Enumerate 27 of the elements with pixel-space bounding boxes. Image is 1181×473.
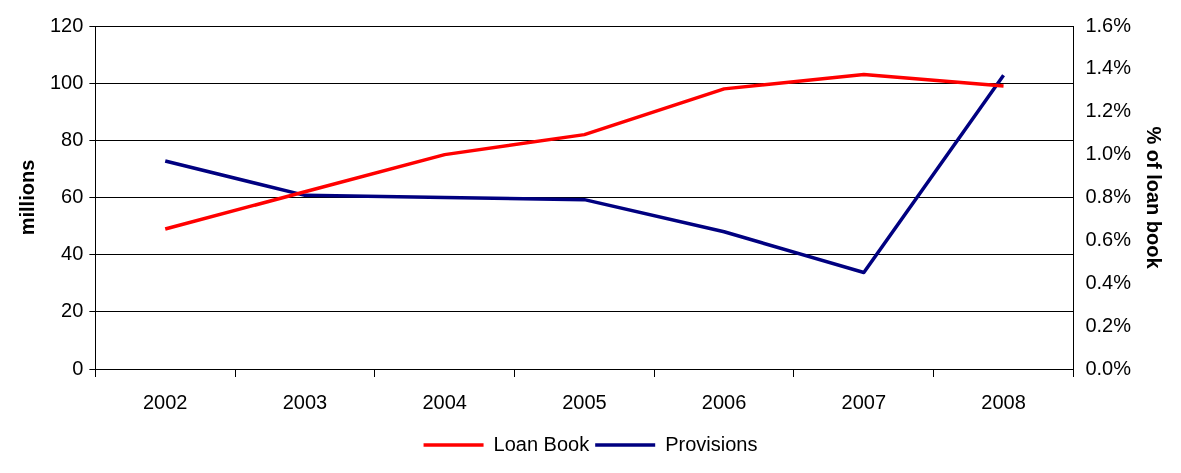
y-tick-label: 120 xyxy=(49,13,84,36)
x-tick-label: 2003 xyxy=(282,390,328,413)
y2-tick-label: 0.0% xyxy=(1085,356,1132,379)
y2-tick-label: 0.2% xyxy=(1085,313,1132,336)
x-tick-label: 2005 xyxy=(562,390,607,413)
y2-tick-label: 0.8% xyxy=(1085,185,1132,208)
y-tick-label: 80 xyxy=(61,127,84,150)
y-tick-label: 20 xyxy=(61,299,84,322)
y-tick-label: 100 xyxy=(49,70,84,93)
y2-axis-title: % of loan book xyxy=(1143,126,1166,270)
x-tick-label: 2007 xyxy=(841,390,887,413)
x-tick-label: 2006 xyxy=(701,390,747,413)
x-tick-label: 2008 xyxy=(981,390,1026,413)
y2-tick-label: 1.4% xyxy=(1085,56,1132,79)
y2-tick-label: 1.6% xyxy=(1085,13,1132,36)
legend-label: Provisions xyxy=(665,432,758,455)
y2-tick-label: 0.4% xyxy=(1085,270,1132,293)
y2-tick-label: 1.2% xyxy=(1085,99,1132,122)
y-tick-label: 40 xyxy=(61,242,84,265)
x-tick-label: 2004 xyxy=(422,390,467,413)
y-tick-label: 60 xyxy=(61,185,84,208)
y2-tick-label: 0.6% xyxy=(1085,227,1132,250)
y-axis-title: millions xyxy=(15,159,38,236)
legend-label: Loan Book xyxy=(493,432,591,455)
y2-tick-label: 1.0% xyxy=(1085,142,1132,165)
y-tick-label: 0 xyxy=(72,356,84,379)
x-tick-label: 2002 xyxy=(142,390,188,413)
